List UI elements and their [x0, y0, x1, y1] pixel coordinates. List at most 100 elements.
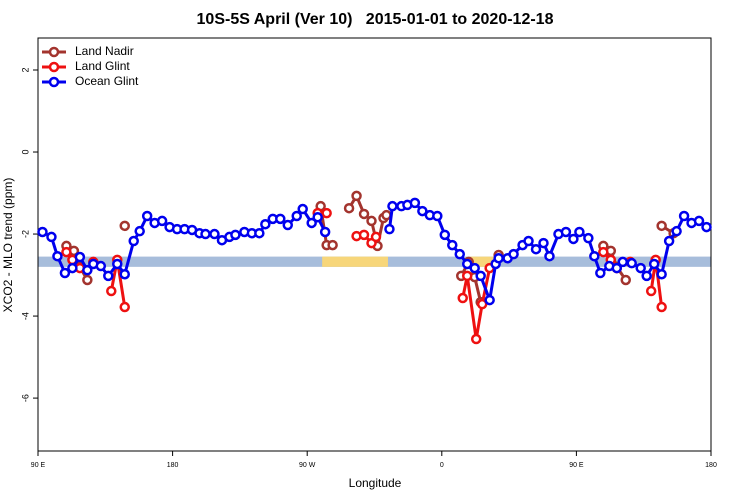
data-point — [641, 270, 652, 282]
data-point — [544, 250, 555, 262]
y-tick-label: -6 — [20, 394, 30, 402]
data-point — [417, 205, 428, 217]
data-point — [358, 208, 370, 220]
data-point — [620, 274, 632, 286]
data-point — [663, 235, 675, 247]
data-point — [321, 207, 332, 219]
series-line — [65, 194, 675, 303]
data-point — [470, 333, 482, 345]
x-tick-label: 0 — [440, 462, 444, 469]
data-point — [46, 231, 57, 243]
data-point — [95, 260, 107, 272]
data-point — [568, 233, 579, 245]
data-point — [358, 229, 370, 241]
x-tick-label: 90 E — [569, 462, 584, 469]
data-point — [343, 202, 355, 214]
data-point — [128, 235, 139, 247]
data-point — [319, 226, 331, 238]
data-point — [656, 301, 667, 313]
x-tick-label: 90 E — [31, 462, 46, 469]
data-point — [387, 200, 398, 212]
data-point — [409, 197, 421, 209]
data-point — [74, 251, 86, 263]
data-point — [381, 209, 392, 221]
data-point — [701, 221, 712, 233]
data-point — [67, 262, 78, 274]
data-point — [461, 258, 473, 270]
x-tick-label: 180 — [705, 462, 717, 469]
data-point — [447, 239, 458, 251]
data-point — [583, 232, 594, 244]
data-point — [134, 225, 145, 237]
data-point — [461, 270, 473, 282]
data-point — [454, 248, 465, 260]
data-point — [648, 258, 660, 270]
band-highlight — [322, 256, 388, 267]
chart-title: 10S-5S April (Ver 10) 2015-01-01 to 2020… — [197, 11, 554, 28]
data-point — [671, 225, 682, 237]
data-point — [366, 215, 377, 227]
data-point — [82, 274, 93, 286]
data-point — [384, 223, 395, 235]
plot-frame — [37, 37, 712, 452]
data-point — [635, 262, 646, 274]
data-point — [589, 250, 600, 262]
data-point — [351, 190, 362, 202]
data-point — [61, 246, 72, 258]
data-point — [595, 267, 606, 279]
legend-label: Ocean Glint — [75, 74, 139, 88]
data-point — [493, 252, 504, 264]
y-axis-label: XCO2 - MLO trend (ppm) — [1, 178, 15, 313]
data-point — [538, 237, 549, 249]
data-point — [560, 226, 572, 238]
data-point — [209, 228, 220, 240]
data-point — [119, 220, 130, 232]
data-point — [327, 239, 338, 251]
data-point — [112, 258, 123, 270]
data-point — [282, 219, 294, 231]
legend-label: Land Glint — [75, 59, 130, 73]
data-point — [370, 231, 382, 243]
data-point — [439, 229, 451, 241]
legend-marker — [48, 46, 60, 58]
data-point — [103, 270, 114, 282]
data-point — [156, 215, 168, 227]
y-tick-label: 0 — [20, 150, 30, 155]
data-point — [306, 217, 317, 229]
data-point — [617, 256, 629, 268]
legend-marker — [48, 76, 60, 88]
data-point — [275, 213, 286, 225]
data-point — [626, 257, 637, 269]
data-point — [693, 215, 705, 227]
legend-marker — [48, 61, 60, 73]
data-point — [457, 292, 468, 304]
data-point — [200, 228, 211, 240]
data-point — [291, 210, 302, 222]
data-point — [260, 218, 271, 230]
x-axis-label: Longitude — [349, 476, 402, 490]
data-point — [432, 210, 443, 222]
x-tick-label: 180 — [167, 462, 179, 469]
data-point — [119, 301, 130, 313]
legend-label: Land Nadir — [75, 44, 134, 58]
data-point — [106, 285, 117, 297]
data-point — [678, 210, 690, 222]
data-point — [508, 248, 519, 260]
data-point — [469, 262, 480, 274]
data-point — [52, 250, 63, 262]
data-point — [476, 298, 488, 310]
data-point — [484, 294, 495, 306]
band-highlight — [470, 256, 501, 267]
data-point — [254, 227, 265, 239]
data-point — [598, 246, 609, 258]
data-point — [656, 268, 667, 280]
data-point — [611, 262, 623, 274]
y-tick-label: 2 — [20, 67, 30, 72]
data-point — [141, 210, 153, 222]
data-point — [37, 226, 48, 238]
data-point — [82, 264, 93, 276]
y-tick-label: -4 — [20, 312, 30, 320]
y-tick-label: -2 — [20, 230, 30, 238]
data-point — [312, 211, 323, 223]
